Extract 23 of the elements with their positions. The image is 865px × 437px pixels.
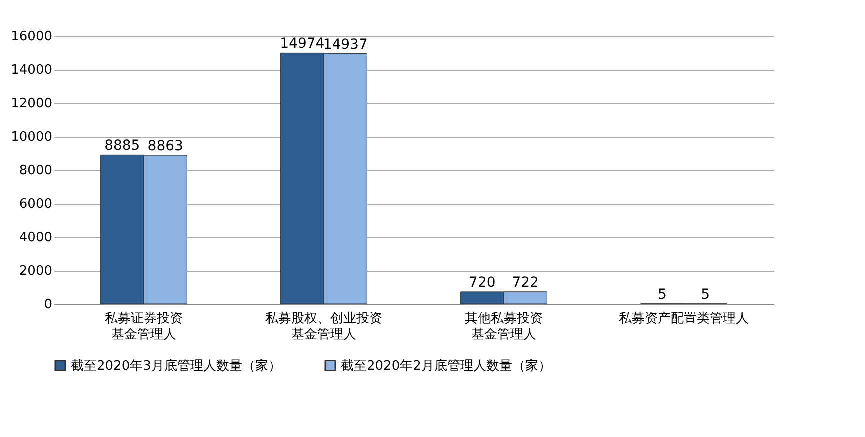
data-label: 8863 <box>148 138 184 155</box>
y-tick-label: 14000 <box>11 63 52 78</box>
legend-label: 截至2020年2月底管理人数量（家） <box>341 358 552 374</box>
data-label: 722 <box>512 274 539 291</box>
y-tick-label: 0 <box>44 298 52 312</box>
data-label: 5 <box>701 286 710 303</box>
y-tick-label: 16000 <box>11 30 52 44</box>
data-label: 720 <box>469 274 496 291</box>
data-label: 14974 <box>280 36 325 52</box>
data-label: 8885 <box>104 138 140 154</box>
y-tick-label: 2000 <box>19 264 52 279</box>
x-tick-label: 私募股权、创业投资基金管理人 <box>266 312 382 342</box>
y-tick-label: 4000 <box>19 230 52 246</box>
x-tick-label: 私募资产配置类管理人 <box>619 312 749 326</box>
y-tick-label: 10000 <box>11 130 52 145</box>
x-tick-label: 其他私募投资基金管理人 <box>465 312 543 342</box>
x-tick-label: 私募证券投资基金管理人 <box>105 312 183 342</box>
legend-label: 截至2020年3月底管理人数量（家） <box>71 358 282 374</box>
y-tick-label: 6000 <box>19 197 52 212</box>
data-label: 5 <box>658 286 667 303</box>
y-tick-label: 12000 <box>11 96 52 112</box>
data-label: 14937 <box>323 36 368 53</box>
y-tick-label: 8000 <box>19 164 52 178</box>
